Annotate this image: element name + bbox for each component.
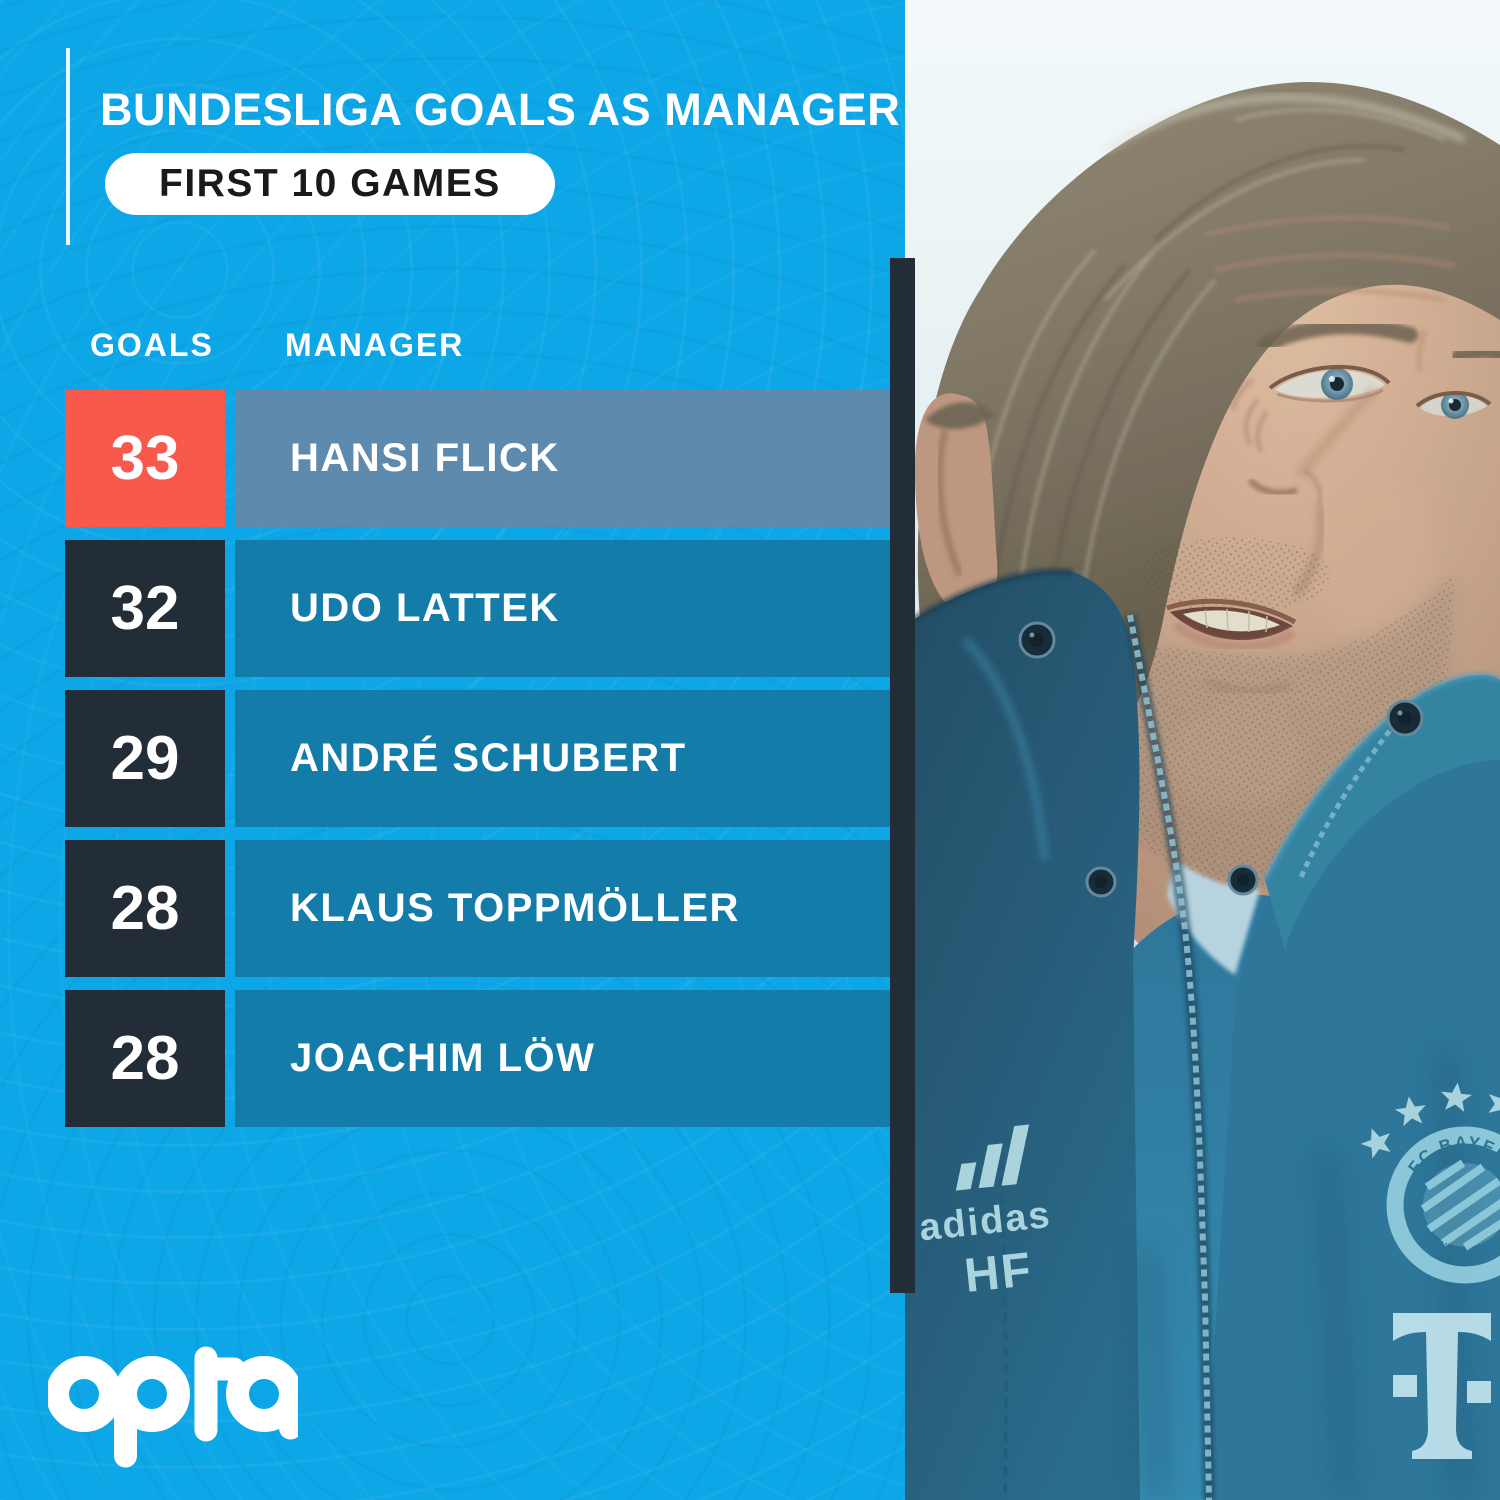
photo-color-cast [905, 0, 1500, 1500]
page-title: BUNDESLIGA GOALS AS MANAGER [100, 84, 901, 135]
eye-left [1268, 364, 1391, 403]
goals-value: 29 [65, 690, 225, 827]
goals-value: 32 [65, 540, 225, 677]
ear [914, 393, 998, 618]
crest-stars [1360, 1082, 1500, 1159]
subtitle-text: FIRST 10 GAMES [159, 162, 501, 205]
eye-right [1415, 391, 1492, 419]
table-row: 33 HANSI FLICK [0, 390, 890, 527]
manager-name: ANDRÉ SCHUBERT [235, 690, 890, 827]
accent-line [66, 48, 70, 245]
telekom-t-logo [1393, 1313, 1491, 1459]
jacket-initials: HF [962, 1243, 1035, 1303]
table-row: 28 KLAUS TOPPMÖLLER [0, 840, 890, 977]
table-row: 32 UDO LATTEK [0, 540, 890, 677]
jacket: adidas HF FC BAYERN MÜNCHEN [905, 568, 1500, 1500]
goals-column-header: GOALS [90, 327, 214, 363]
mouth [1166, 598, 1297, 695]
table-row: 28 JOACHIM LÖW [0, 990, 890, 1127]
eyebrow-right [1450, 344, 1500, 364]
manager-column-header: MANAGER [285, 327, 465, 363]
manager-photo: adidas HF FC BAYERN MÜNCHEN [905, 0, 1500, 1500]
hair [917, 82, 1500, 720]
eyebrow-left [1257, 318, 1418, 353]
manager-name: KLAUS TOPPMÖLLER [235, 840, 890, 977]
opta-logo-letters [48, 1346, 298, 1468]
opta-logo: opta [48, 1346, 298, 1468]
goals-value: 28 [65, 840, 225, 977]
nose [1247, 386, 1379, 506]
table-row: 29 ANDRÉ SCHUBERT [0, 690, 890, 827]
manager-name: UDO LATTEK [235, 540, 890, 677]
rows-container: 33 HANSI FLICK 32 UDO LATTEK 29 ANDRÉ SCHUBER… [0, 390, 890, 1140]
snap-buttons [1018, 621, 1424, 898]
goals-value: 28 [65, 990, 225, 1127]
subtitle-pill: FIRST 10 GAMES [105, 153, 555, 215]
bayern-crest: FC BAYERN MÜNCHEN [1360, 1082, 1500, 1284]
manager-name: HANSI FLICK [235, 390, 890, 527]
divider-strip [890, 258, 915, 1293]
goals-value: 33 [65, 390, 225, 527]
manager-name: JOACHIM LÖW [235, 990, 890, 1127]
